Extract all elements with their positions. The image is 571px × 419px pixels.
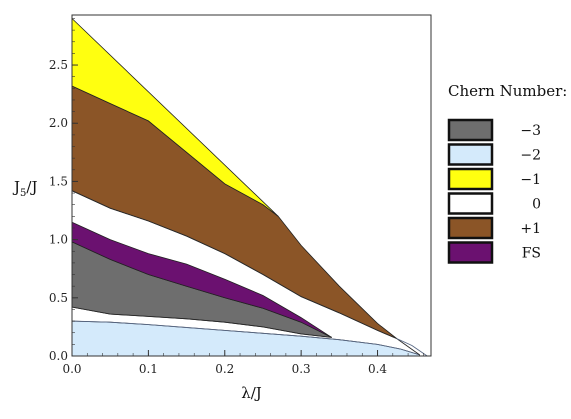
- legend-swatch: [447, 143, 494, 166]
- legend-label: −3: [520, 123, 541, 139]
- legend-swatch: [447, 118, 494, 142]
- phase-boundary-2: [71, 190, 420, 356]
- legend-title: Chern Number:: [448, 82, 567, 100]
- y-tick-label: 2.0: [49, 116, 68, 130]
- legend-label: 0: [532, 197, 541, 213]
- phase-boundaries: [71, 190, 428, 357]
- legend-entry: +1: [447, 216, 541, 240]
- region-chern-0: [71, 320, 420, 357]
- legend-entry: −1: [447, 167, 541, 191]
- x-tick-label: 0.3: [292, 362, 311, 376]
- x-tick-label: 0.2: [215, 362, 234, 376]
- y-tick-label: 1.5: [49, 174, 68, 188]
- phase-boundary-0: [71, 320, 420, 356]
- legend-entry: −2: [447, 143, 541, 166]
- legend-label: −1: [520, 172, 541, 188]
- y-axis-label: J5/J: [12, 178, 37, 199]
- axis-ticks: 0.0 0.1 0.2 0.3 0.4 0.0 0.5 1.0 1.5 2.0 2.5: [49, 18, 424, 376]
- legend-entries: −3 −2 −1 0 +1 FS: [447, 118, 541, 264]
- legend-label: −2: [520, 148, 541, 164]
- x-tick-label: 0.0: [62, 362, 81, 376]
- phase-regions: [71, 17, 420, 357]
- x-tick-label: 0.1: [139, 362, 158, 376]
- legend-swatch: [447, 241, 494, 264]
- region-chern-2: [71, 221, 332, 338]
- y-tick-label: 2.5: [49, 58, 68, 72]
- phase-boundary-3: [396, 338, 428, 357]
- y-axis-label-sub: 5: [20, 188, 26, 199]
- y-axis-label-main: J: [12, 178, 20, 196]
- plot-frame: [71, 14, 432, 357]
- legend-entry: 0: [447, 192, 541, 215]
- legend: Chern Number: −3 −2 −1 0 +1 FS: [447, 82, 567, 264]
- legend-swatch: [447, 167, 494, 191]
- region-chern-4: [71, 17, 279, 217]
- y-tick-label: 0.0: [49, 349, 68, 363]
- legend-label: +1: [520, 221, 541, 237]
- legend-entry: FS: [447, 241, 541, 264]
- y-tick-label: 1.0: [49, 233, 68, 247]
- legend-swatch: [447, 192, 494, 215]
- x-axis-label: λ/J: [241, 384, 262, 402]
- legend-label: FS: [522, 246, 541, 262]
- y-axis-label-tail: /J: [26, 178, 37, 196]
- phase-boundary-1: [71, 306, 332, 338]
- legend-entry: −3: [447, 118, 541, 142]
- x-tick-label: 0.4: [368, 362, 387, 376]
- legend-swatch: [447, 216, 494, 240]
- y-tick-label: 0.5: [49, 291, 68, 305]
